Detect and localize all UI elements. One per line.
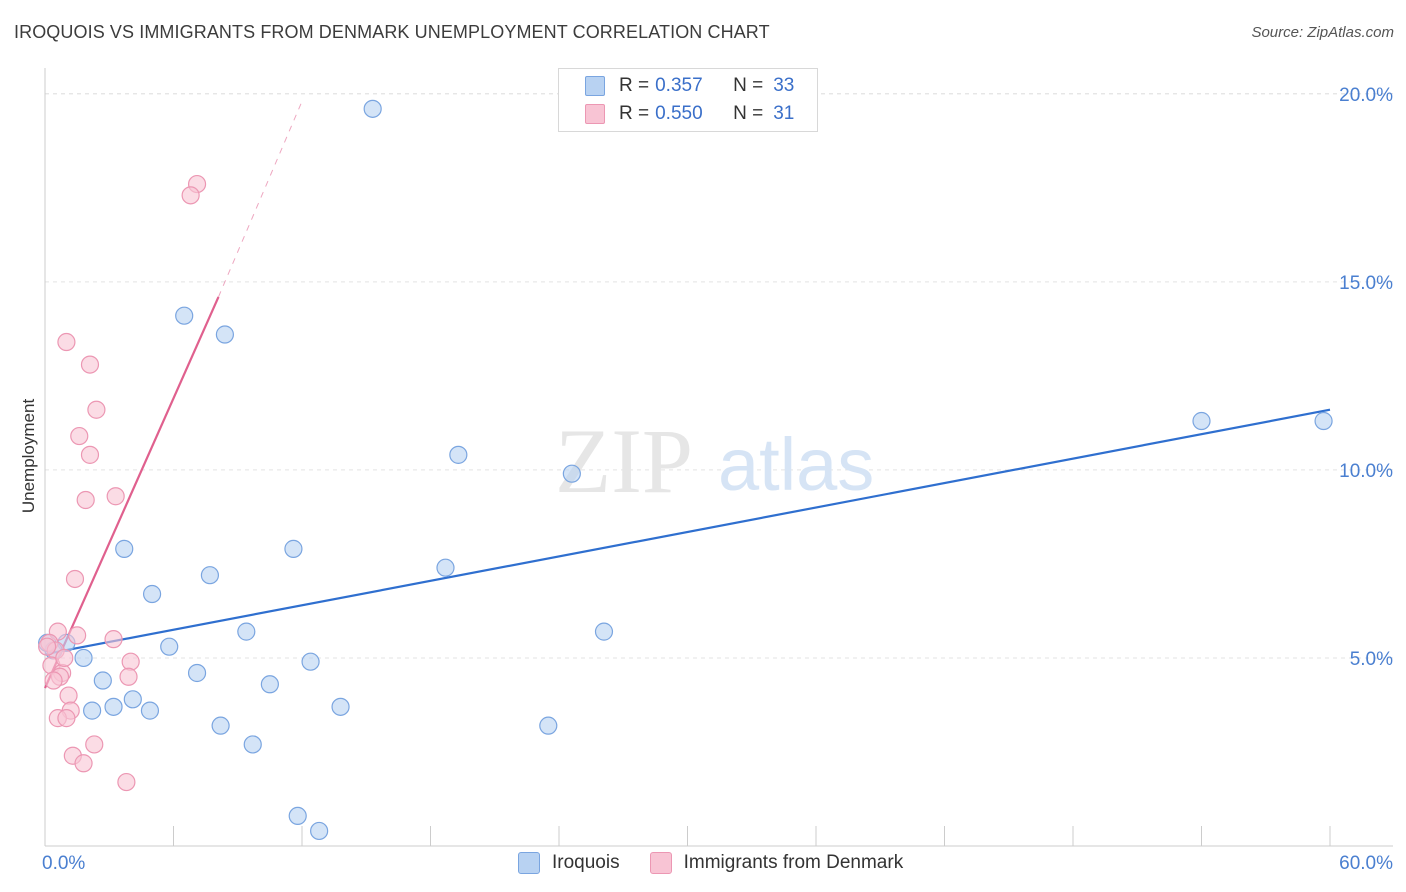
data-point-blue (310, 821, 329, 841)
legend-n-value: 33 (773, 75, 795, 96)
data-point-blue (160, 637, 179, 656)
data-point-blue (83, 701, 102, 720)
data-point-blue (74, 648, 93, 668)
legend-r-value: 0.357 (655, 75, 703, 96)
legend-r-label: R = (619, 75, 650, 96)
data-point-blue (436, 558, 455, 577)
data-point-pink (121, 652, 140, 671)
legend-row-iroquois: R = 0.357 N = 33 (559, 73, 794, 99)
trend-line-pink (43, 296, 220, 689)
gridlines (45, 93, 1393, 659)
data-point-blue (211, 716, 230, 735)
data-point-pink (70, 426, 89, 446)
series-label: Iroquois (552, 852, 620, 873)
legend-r-value: 0.550 (655, 103, 703, 124)
watermark: ZIP atlas (555, 410, 874, 512)
data-point-pink (80, 355, 100, 374)
data-point-pink (106, 487, 125, 506)
legend-n-label: N = (733, 103, 764, 124)
data-point-blue (93, 671, 112, 690)
trend-lines (43, 101, 1331, 689)
data-point-blue (363, 99, 382, 118)
trend-line-blue (44, 408, 1331, 656)
data-point-pink (65, 569, 85, 589)
series-swatch-pink (649, 852, 672, 874)
data-point-blue (288, 806, 307, 826)
data-point-pink (44, 671, 63, 690)
data-point-pink (76, 490, 95, 510)
data-point-blue (331, 697, 350, 716)
y-tick-label: 5.0% (1350, 649, 1393, 670)
legend-swatch-blue (585, 76, 605, 96)
data-point-pink (57, 709, 76, 728)
data-point-blue (260, 675, 279, 694)
trend-extension-pink (218, 101, 303, 298)
data-point-blue (539, 716, 558, 735)
data-point-pink (57, 332, 76, 352)
series-legend-denmark[interactable]: Immigrants from Denmark (649, 852, 904, 874)
data-point-pink (85, 735, 104, 754)
source-label: Source: ZipAtlas.com (1251, 24, 1394, 41)
legend-swatch-pink (585, 104, 605, 124)
data-point-pink (117, 772, 136, 792)
y-tick-label: 20.0% (1339, 85, 1393, 106)
data-point-blue (594, 622, 614, 641)
data-point-pink (87, 400, 106, 419)
data-point-blue (215, 325, 234, 344)
data-point-blue (1314, 411, 1333, 431)
data-point-blue (175, 306, 194, 325)
series-swatch-blue (518, 852, 540, 874)
data-point-pink (181, 186, 200, 205)
legend-n-label: N = (733, 75, 764, 96)
series-legend-iroquois[interactable]: Iroquois (518, 852, 620, 874)
watermark-zip: ZIP (555, 410, 693, 512)
tick-labels: 5.0% 10.0% 15.0% 20.0% 0.0% 60.0% (42, 85, 1393, 874)
data-point-blue (115, 539, 134, 558)
x-tick-label: 0.0% (42, 853, 85, 874)
data-point-blue (200, 566, 220, 585)
axes (44, 68, 1393, 847)
data-point-pink (119, 667, 138, 686)
data-point-blue (284, 539, 303, 558)
data-point-blue (301, 652, 320, 671)
y-tick-label: 15.0% (1339, 273, 1393, 294)
data-point-blue (1192, 411, 1211, 431)
data-point-blue (104, 697, 123, 716)
data-point-blue (562, 464, 581, 483)
data-point-blue (237, 622, 256, 641)
y-tick-label: 10.0% (1339, 461, 1393, 482)
data-point-blue (243, 735, 262, 754)
data-point-pink (59, 686, 78, 705)
data-point-blue (187, 663, 207, 683)
data-point-pink (80, 445, 100, 464)
legend-row-denmark: R = 0.550 N = 31 (559, 101, 794, 127)
series-legend: Iroquois Immigrants from Denmark (518, 852, 933, 874)
series-label: Immigrants from Denmark (683, 852, 904, 873)
data-point-blue (142, 584, 162, 604)
data-point-pink (38, 637, 57, 656)
data-point-pink (74, 754, 93, 773)
data-point-pink (68, 626, 87, 645)
data-point-pink (104, 630, 123, 649)
data-point-blue (123, 690, 142, 709)
y-axis-label: Unemployment (19, 399, 38, 514)
x-tick-label: 60.0% (1339, 853, 1393, 874)
correlation-legend: R = 0.357 N = 33 R = 0.550 N = 31 (558, 68, 818, 132)
chart-title: IROQUOIS VS IMMIGRANTS FROM DENMARK UNEM… (14, 22, 770, 42)
data-point-blue (449, 445, 468, 464)
data-point-blue (140, 701, 160, 720)
legend-n-value: 31 (773, 103, 795, 124)
legend-r-label: R = (619, 103, 650, 124)
watermark-atlas: atlas (718, 423, 874, 506)
data-points (38, 99, 1333, 841)
data-point-pink (55, 648, 74, 668)
